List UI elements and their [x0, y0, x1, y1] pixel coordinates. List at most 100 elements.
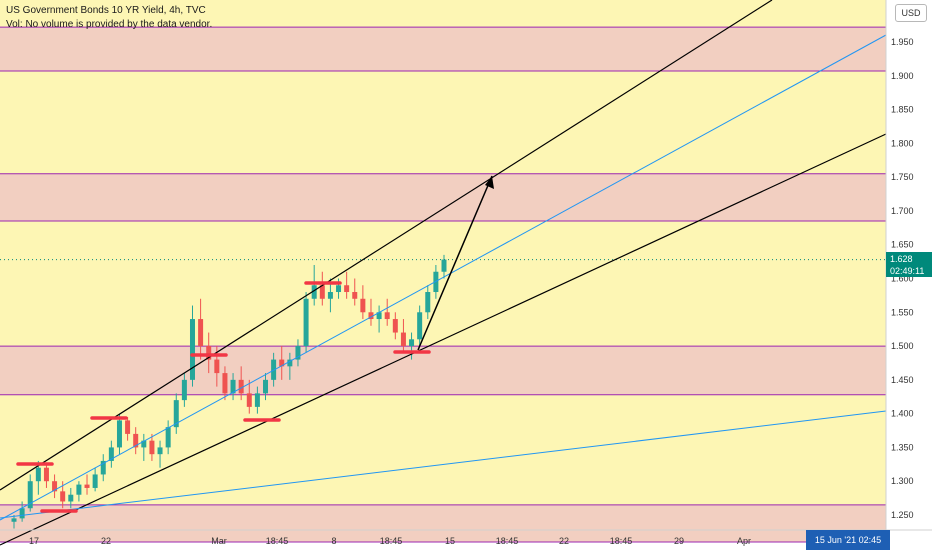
candle-body	[60, 491, 66, 502]
candle-body	[149, 440, 155, 455]
y-tick-label: 1.250	[891, 510, 914, 520]
candle-body	[279, 359, 285, 367]
candle-body	[173, 400, 179, 428]
y-tick-label: 1.600	[891, 273, 914, 283]
crosshair-date-label: 15 Jun '21 02:45	[806, 530, 890, 550]
candle-body	[441, 259, 447, 272]
candle-countdown: 02:49:11	[890, 266, 925, 276]
y-tick-label: 1.300	[891, 476, 914, 486]
candle-body	[409, 339, 415, 347]
candle-body	[319, 285, 325, 299]
channel-upper-line	[0, 0, 773, 491]
y-tick-label: 1.450	[891, 375, 914, 385]
candle-body	[19, 508, 25, 519]
candle-body	[68, 494, 74, 502]
x-axis: 17 22 Mar 18:45 8 18:45 15 18:45 22 18:45 29 Apr	[0, 529, 932, 546]
x-tick-label: 17	[29, 536, 39, 546]
candle-body	[76, 484, 82, 495]
y-tick-label: 1.950	[891, 37, 914, 47]
x-tick-label: 18:45	[610, 536, 633, 546]
candle-body	[263, 379, 269, 394]
zone-rect	[0, 173, 886, 222]
candle-body	[384, 312, 390, 320]
x-tick-label: Mar	[211, 536, 227, 546]
candle-body	[141, 440, 147, 448]
candle-body	[368, 312, 374, 320]
candle-body	[238, 379, 244, 394]
x-tick-label: 22	[101, 536, 111, 546]
chart-title: US Government Bonds 10 YR Yield, 4h, TVC	[6, 5, 206, 16]
zone-rect	[0, 346, 886, 395]
candle-body	[344, 285, 350, 293]
candle-body	[116, 420, 122, 448]
y-tick-label: 1.350	[891, 442, 914, 452]
drawn-lines-layer	[0, 0, 887, 546]
candle-body	[222, 373, 228, 394]
candle-body	[206, 346, 212, 360]
candle-body	[230, 379, 236, 394]
crosshair-time: 02:45	[858, 535, 882, 545]
channel-lower-line	[0, 133, 887, 546]
candle-body	[133, 433, 139, 448]
x-tick-label: 8	[331, 536, 336, 546]
candle-body	[254, 393, 260, 407]
candle-body	[108, 447, 114, 461]
current-price-value: 1.628	[890, 254, 913, 264]
current-price-label: 1.628 02:49:11	[886, 252, 932, 277]
candle-body	[392, 319, 398, 333]
candle-body	[295, 346, 301, 360]
candle-body	[52, 481, 58, 492]
candle-body	[35, 467, 41, 482]
candle-body	[311, 285, 317, 299]
candle-body	[165, 427, 171, 448]
candle-body	[287, 359, 293, 367]
candle-body	[352, 292, 358, 299]
x-tick-label: 29	[674, 536, 684, 546]
candle-body	[425, 292, 431, 313]
y-tick-label: 1.500	[891, 341, 914, 351]
trend-line-long	[0, 410, 887, 519]
y-tick-label: 1.800	[891, 138, 914, 148]
candle-body	[400, 332, 406, 347]
candle-body	[43, 467, 49, 482]
x-tick-label: 22	[559, 536, 569, 546]
x-tick-label: 18:45	[266, 536, 289, 546]
candle-body	[84, 484, 90, 488]
projection-arrow-head	[485, 176, 494, 189]
zones-layer	[0, 26, 886, 543]
y-tick-label: 1.650	[891, 240, 914, 250]
candle-body	[92, 474, 98, 488]
candle-body	[303, 298, 309, 347]
candle-body	[327, 292, 333, 299]
candle-body	[27, 481, 33, 509]
volume-note: Vol: No volume is provided by the data v…	[6, 19, 213, 30]
x-tick-label: 18:45	[380, 536, 403, 546]
y-tick-label: 1.550	[891, 307, 914, 317]
zone-rect	[0, 27, 886, 72]
candle-body	[246, 393, 252, 407]
candle-body	[417, 312, 423, 340]
y-tick-label: 1.700	[891, 206, 914, 216]
x-tick-label: 18:45	[496, 536, 519, 546]
projection-arrow-line	[417, 175, 493, 351]
candle-body	[181, 379, 187, 401]
y-tick-label: 1.850	[891, 105, 914, 115]
crosshair-date: 15 Jun '21	[814, 535, 857, 545]
candle-body	[11, 518, 17, 522]
x-tick-label: Apr	[737, 536, 751, 546]
y-tick-label: 1.900	[891, 71, 914, 81]
currency-button[interactable]: USD	[895, 4, 927, 22]
candle-body	[157, 447, 163, 455]
y-tick-label: 1.400	[891, 409, 914, 419]
trend-line-middle	[0, 34, 887, 521]
markers-layer	[16, 281, 431, 513]
x-tick-label: 15	[445, 536, 455, 546]
candle-body	[100, 460, 106, 475]
candle-body	[376, 312, 382, 320]
candle-body	[198, 319, 204, 347]
candle-body	[214, 359, 220, 374]
y-tick-label: 1.750	[891, 172, 914, 182]
candle-body	[336, 285, 342, 293]
